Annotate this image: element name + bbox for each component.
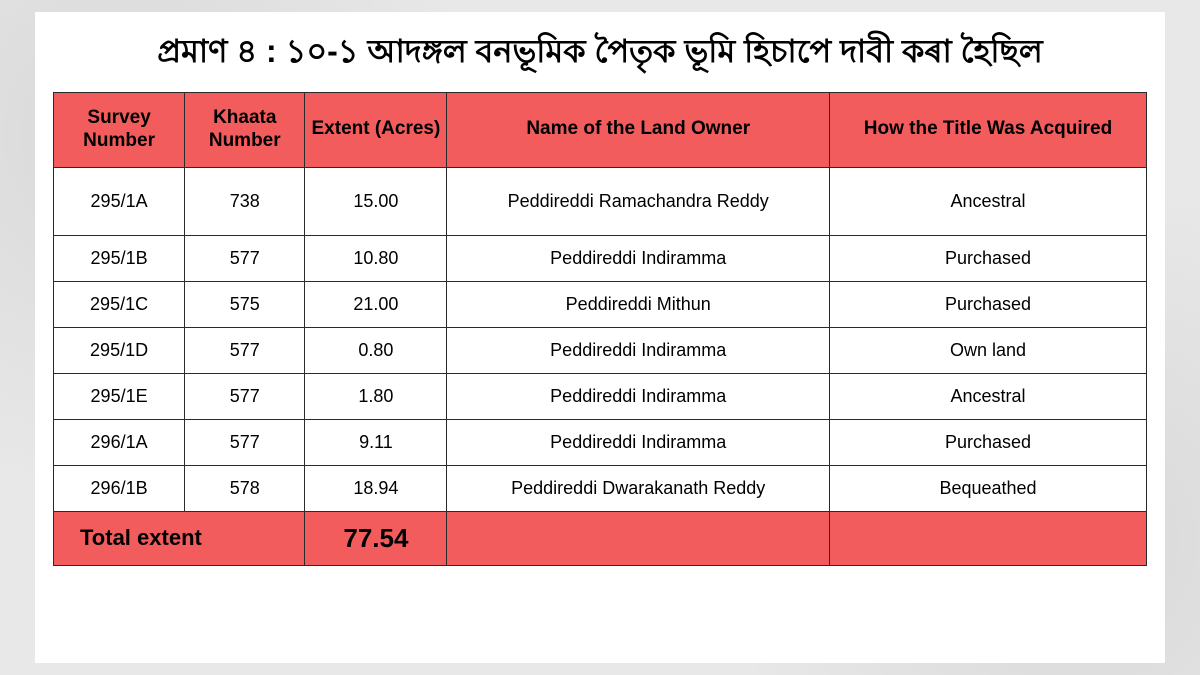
cell-title-acq: Purchased bbox=[830, 235, 1147, 281]
table-row: 296/1B57818.94Peddireddi Dwarakanath Red… bbox=[54, 465, 1147, 511]
footer-empty bbox=[830, 511, 1147, 565]
cell-survey: 295/1B bbox=[54, 235, 185, 281]
table-body: 295/1A73815.00Peddireddi Ramachandra Red… bbox=[54, 167, 1147, 511]
table-row: 295/1D5770.80Peddireddi IndirammaOwn lan… bbox=[54, 327, 1147, 373]
table-row: 295/1C57521.00Peddireddi MithunPurchased bbox=[54, 281, 1147, 327]
total-value: 77.54 bbox=[305, 511, 447, 565]
col-header-owner: Name of the Land Owner bbox=[447, 93, 830, 168]
page-title: প্ৰমাণ ৪ : ১০-১ আদঙ্গল বনভূমিক পৈতৃক ভূম… bbox=[35, 12, 1165, 92]
cell-extent: 10.80 bbox=[305, 235, 447, 281]
cell-khaata: 577 bbox=[185, 373, 305, 419]
table-row: 295/1B57710.80Peddireddi IndirammaPurcha… bbox=[54, 235, 1147, 281]
cell-title-acq: Bequeathed bbox=[830, 465, 1147, 511]
cell-khaata: 577 bbox=[185, 327, 305, 373]
cell-owner: Peddireddi Indiramma bbox=[447, 373, 830, 419]
cell-extent: 9.11 bbox=[305, 419, 447, 465]
cell-khaata: 577 bbox=[185, 419, 305, 465]
cell-title-acq: Purchased bbox=[830, 281, 1147, 327]
cell-survey: 295/1A bbox=[54, 167, 185, 235]
table-header-row: Survey Number Khaata Number Extent (Acre… bbox=[54, 93, 1147, 168]
total-label: Total extent bbox=[54, 511, 305, 565]
cell-owner: Peddireddi Indiramma bbox=[447, 419, 830, 465]
table-row: 296/1A5779.11Peddireddi IndirammaPurchas… bbox=[54, 419, 1147, 465]
cell-owner: Peddireddi Ramachandra Reddy bbox=[447, 167, 830, 235]
cell-title-acq: Own land bbox=[830, 327, 1147, 373]
cell-owner: Peddireddi Indiramma bbox=[447, 327, 830, 373]
cell-owner: Peddireddi Dwarakanath Reddy bbox=[447, 465, 830, 511]
land-records-table: Survey Number Khaata Number Extent (Acre… bbox=[53, 92, 1147, 566]
col-header-khaata: Khaata Number bbox=[185, 93, 305, 168]
content-panel: প্ৰমাণ ৪ : ১০-১ আদঙ্গল বনভূমিক পৈতৃক ভূম… bbox=[35, 12, 1165, 663]
cell-survey: 295/1D bbox=[54, 327, 185, 373]
table-container: Survey Number Khaata Number Extent (Acre… bbox=[35, 92, 1165, 566]
cell-khaata: 738 bbox=[185, 167, 305, 235]
table-row: 295/1A73815.00Peddireddi Ramachandra Red… bbox=[54, 167, 1147, 235]
table-footer-row: Total extent 77.54 bbox=[54, 511, 1147, 565]
cell-survey: 295/1E bbox=[54, 373, 185, 419]
cell-survey: 296/1B bbox=[54, 465, 185, 511]
cell-extent: 21.00 bbox=[305, 281, 447, 327]
col-header-extent: Extent (Acres) bbox=[305, 93, 447, 168]
col-header-title-acquired: How the Title Was Acquired bbox=[830, 93, 1147, 168]
cell-owner: Peddireddi Mithun bbox=[447, 281, 830, 327]
cell-khaata: 577 bbox=[185, 235, 305, 281]
cell-title-acq: Purchased bbox=[830, 419, 1147, 465]
cell-survey: 296/1A bbox=[54, 419, 185, 465]
cell-survey: 295/1C bbox=[54, 281, 185, 327]
cell-extent: 0.80 bbox=[305, 327, 447, 373]
footer-empty bbox=[447, 511, 830, 565]
col-header-survey: Survey Number bbox=[54, 93, 185, 168]
cell-owner: Peddireddi Indiramma bbox=[447, 235, 830, 281]
table-row: 295/1E5771.80Peddireddi IndirammaAncestr… bbox=[54, 373, 1147, 419]
cell-extent: 18.94 bbox=[305, 465, 447, 511]
cell-title-acq: Ancestral bbox=[830, 167, 1147, 235]
cell-extent: 1.80 bbox=[305, 373, 447, 419]
cell-khaata: 578 bbox=[185, 465, 305, 511]
cell-title-acq: Ancestral bbox=[830, 373, 1147, 419]
cell-khaata: 575 bbox=[185, 281, 305, 327]
cell-extent: 15.00 bbox=[305, 167, 447, 235]
